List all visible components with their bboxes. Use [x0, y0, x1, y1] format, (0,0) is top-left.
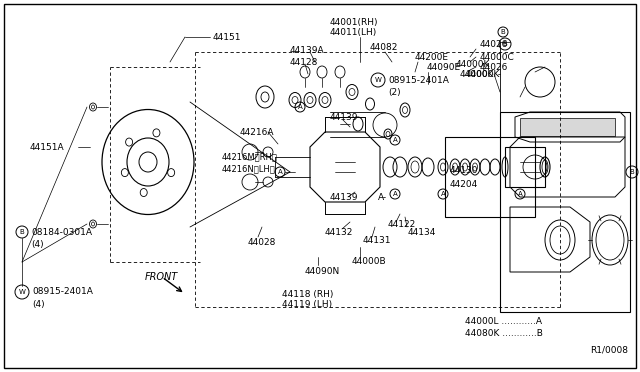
Text: A: A: [392, 191, 397, 197]
Text: 44082: 44082: [370, 42, 398, 51]
Bar: [500, 112, 630, 312]
Text: B: B: [500, 29, 506, 35]
Text: A: A: [440, 191, 445, 197]
Text: B: B: [502, 41, 508, 47]
Text: 44130: 44130: [450, 166, 479, 174]
Text: 08184-0301A: 08184-0301A: [31, 228, 92, 237]
Text: 44011(LH): 44011(LH): [330, 28, 377, 36]
Text: A: A: [278, 169, 282, 175]
Text: 44080K ............B: 44080K ............B: [465, 330, 543, 339]
Text: 44151A: 44151A: [30, 142, 65, 151]
Text: B: B: [20, 229, 24, 235]
Text: 44122: 44122: [388, 219, 416, 228]
Text: 44134: 44134: [408, 228, 436, 237]
Text: B: B: [630, 169, 634, 175]
Text: 44216M〈RH〉: 44216M〈RH〉: [222, 153, 278, 161]
Text: 44151: 44151: [213, 32, 241, 42]
Text: (2): (2): [388, 87, 401, 96]
Text: W: W: [374, 77, 381, 83]
Text: 44026: 44026: [480, 62, 508, 71]
Text: 44026: 44026: [480, 39, 508, 48]
Bar: [505, 147, 545, 187]
Text: 44000C: 44000C: [480, 52, 515, 61]
Text: 44028: 44028: [248, 237, 276, 247]
Text: 44139: 44139: [330, 112, 358, 122]
Bar: [445, 137, 535, 217]
Text: 44128: 44128: [290, 58, 318, 67]
Text: 44000L ............A: 44000L ............A: [465, 317, 542, 327]
Text: 44204: 44204: [450, 180, 478, 189]
Text: 44216A: 44216A: [240, 128, 275, 137]
Text: 08915-2401A: 08915-2401A: [32, 288, 93, 296]
Text: 44119 (LH): 44119 (LH): [282, 301, 332, 310]
Text: A: A: [518, 191, 522, 197]
Text: 44131: 44131: [363, 235, 392, 244]
Text: W: W: [19, 289, 26, 295]
Text: 44118 (RH): 44118 (RH): [282, 289, 333, 298]
Text: A: A: [298, 104, 302, 110]
Text: 44090N: 44090N: [305, 267, 340, 276]
Text: A-: A-: [378, 192, 387, 202]
Text: 08915-2401A: 08915-2401A: [388, 76, 449, 84]
Text: 44139: 44139: [330, 192, 358, 202]
Text: 44000K: 44000K: [466, 70, 500, 78]
Text: 44000K: 44000K: [456, 60, 490, 68]
Text: (4): (4): [31, 240, 44, 248]
Text: 44139A: 44139A: [290, 45, 324, 55]
Text: FRONT: FRONT: [145, 272, 179, 282]
Text: (4): (4): [32, 299, 45, 308]
Text: A: A: [392, 137, 397, 143]
Bar: [520, 118, 615, 136]
Text: 44090E: 44090E: [427, 62, 461, 71]
Text: R1/0008: R1/0008: [590, 346, 628, 355]
Text: 44000B: 44000B: [352, 257, 387, 266]
Text: 44216N〈LH〉: 44216N〈LH〉: [222, 164, 276, 173]
Text: 44132: 44132: [325, 228, 353, 237]
Text: 44001(RH): 44001(RH): [330, 17, 378, 26]
Text: 44200E: 44200E: [415, 52, 449, 61]
Text: 44000K: 44000K: [460, 70, 494, 78]
